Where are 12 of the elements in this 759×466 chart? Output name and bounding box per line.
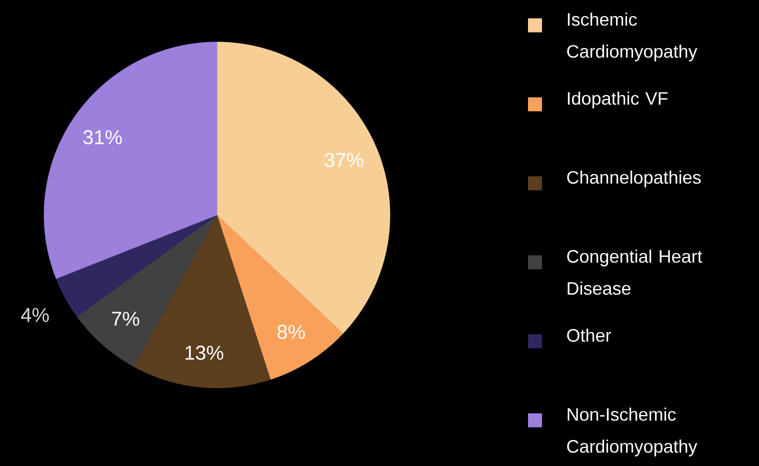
legend-label: Idopathic VF bbox=[568, 92, 668, 108]
legend-label: Congential Heart Disease bbox=[567, 250, 702, 295]
data-label: 31% bbox=[83, 130, 122, 144]
data-label: 37% bbox=[324, 152, 364, 168]
legend-label: Non-Ischemic Cardiomyopathy bbox=[567, 408, 698, 456]
legend-label: Other bbox=[567, 328, 611, 342]
data-label: 4% bbox=[21, 308, 49, 322]
legend-label: Ischemic Cardiomyopathy bbox=[567, 12, 698, 62]
data-label: 13% bbox=[185, 346, 224, 360]
data-label: 8% bbox=[278, 324, 305, 339]
legend-label: Channelopathies bbox=[567, 170, 701, 188]
data-label: 7% bbox=[112, 312, 140, 326]
